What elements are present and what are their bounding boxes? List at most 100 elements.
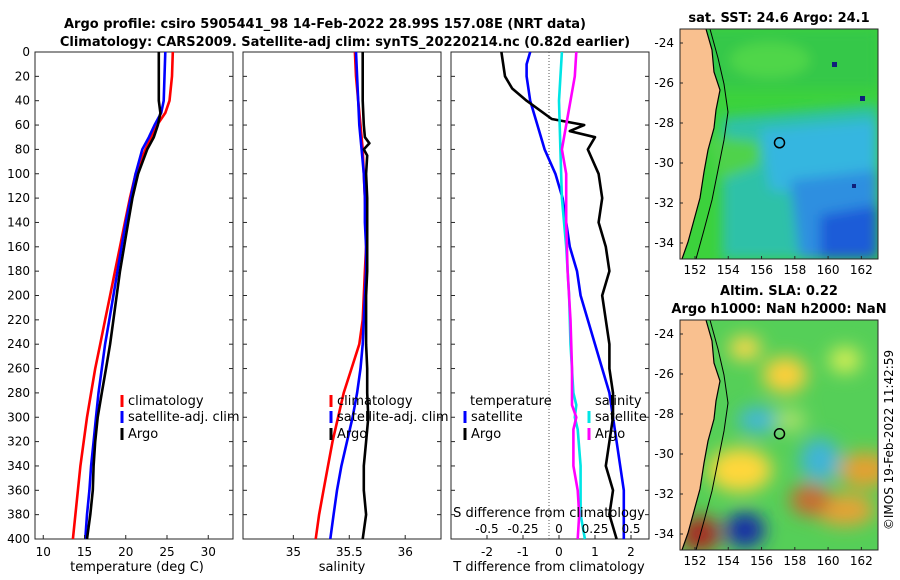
x-tick-label: 0.5 <box>621 522 640 536</box>
x-tick-label: 0 <box>555 522 563 536</box>
map-x-tick-label: 156 <box>750 263 773 277</box>
temperature-xticks: 10 15 20 25 30 <box>36 535 216 559</box>
coastline <box>681 29 721 259</box>
x-tick-label: 20 <box>118 545 133 559</box>
map-y-tick-label: -24 <box>654 36 674 50</box>
map-y-tick-label: -32 <box>654 487 674 501</box>
series-argo <box>85 52 162 540</box>
x-tick-label: 0 <box>555 545 563 559</box>
legend-label-temp-satellite: satellite <box>471 410 523 425</box>
y-tick-label: 240 <box>7 337 30 351</box>
australia-landmass <box>680 29 720 259</box>
y-tick-label: 280 <box>7 386 30 400</box>
x-tick-label: -0.5 <box>475 522 498 536</box>
legend-label-temp-argo: Argo <box>471 427 501 442</box>
difference-panel: -2 -1 0 1 2 -0.5 -0.25 0 0.25 0.5 T difference f… <box>450 51 650 575</box>
y-tick-label: 160 <box>7 240 30 254</box>
map-x-tick-label: 160 <box>817 263 840 277</box>
temperature-panel: 10 15 20 25 30 0 20 40 60 80 100 120 140 160 180 200 22… <box>7 45 240 575</box>
series-temp-diff-satellite <box>525 51 626 539</box>
x-tick-label: -0.25 <box>507 522 538 536</box>
map-y-tick-label: -28 <box>654 116 674 130</box>
x-tick-label: 36 <box>398 545 413 559</box>
map-y-tick-label: -28 <box>654 407 674 421</box>
y-tick-label: 120 <box>7 191 30 205</box>
x-tick-label: 35.5 <box>336 545 363 559</box>
y-tick-label: 60 <box>15 118 30 132</box>
cloud-pixel <box>832 62 837 67</box>
legend-label-satellite: satellite-adj. clim <box>337 410 449 425</box>
map-y-tick-label: -30 <box>654 447 674 461</box>
legend-label-satellite: satellite-adj. clim <box>128 410 240 425</box>
figure-title-line1: Argo profile: csiro 5905441_98 14-Feb-20… <box>64 17 586 32</box>
map-x-tick-label: 152 <box>684 554 707 568</box>
x-tick-label: 15 <box>77 545 92 559</box>
y-tick-label: 80 <box>15 142 30 156</box>
difference-ytick-marks <box>451 51 649 540</box>
difference-axes-box <box>450 51 650 540</box>
x-tick-label: -2 <box>481 545 493 559</box>
legend-label-argo: Argo <box>337 427 367 442</box>
legend-label-sal-argo: Argo <box>595 427 625 442</box>
y-tick-label: 20 <box>15 69 30 83</box>
x-tick-label: -1 <box>517 545 529 559</box>
argo-position-marker <box>773 428 786 440</box>
argo-position-marker <box>773 137 786 149</box>
legend-label-climatology: climatology <box>128 394 204 409</box>
series-sal-diff-argo <box>560 51 581 540</box>
y-tick-label: 200 <box>7 289 30 303</box>
legend-label-argo: Argo <box>128 427 158 442</box>
x-tick-label: 2 <box>627 545 635 559</box>
salinity-legend: climatology satellite-adj. clim Argo <box>329 394 449 442</box>
x-tick-label: 10 <box>36 545 51 559</box>
map-x-tick-label: 156 <box>750 554 773 568</box>
y-tick-label: 400 <box>7 532 30 546</box>
temperature-legend: climatology satellite-adj. clim Argo <box>120 394 240 442</box>
temperature-axes-box <box>34 51 234 540</box>
y-tick-label: 180 <box>7 264 30 278</box>
salinity-panel: 35 35.5 36 salinity climatology satellite-… <box>242 51 449 575</box>
legend-title-temperature: temperature <box>470 394 552 409</box>
sla-map-yticks: -24 -26 -28 -30 -32 -34 <box>654 327 683 541</box>
map-y-tick-label: -26 <box>654 76 674 90</box>
map-x-tick-label: 154 <box>717 554 740 568</box>
legend-label-sal-satellite: satellite <box>595 410 647 425</box>
y-tick-label: 40 <box>15 94 30 108</box>
difference-series-group <box>500 51 626 540</box>
x-tick-label: 25 <box>159 545 174 559</box>
temperature-diff-xlabel: T difference from climatology <box>452 560 645 575</box>
series-argo <box>361 52 371 540</box>
shelf-contour <box>695 320 729 550</box>
temperature-xlabel: temperature (deg C) <box>70 560 204 575</box>
y-tick-label: 320 <box>7 435 30 449</box>
shelf-contour <box>695 29 729 259</box>
y-tick-label: 340 <box>7 459 30 473</box>
figure-title-line2: Climatology: CARS2009. Satellite-adj cli… <box>60 35 630 50</box>
x-tick-label: 0.25 <box>582 522 609 536</box>
map-y-tick-label: -34 <box>654 527 674 541</box>
sla-map-xticks: 152 154 156 158 160 162 <box>684 547 873 568</box>
salinity-diff-xticks: -0.5 -0.25 0 0.25 0.5 <box>475 522 641 539</box>
depth-yticks: 0 20 40 60 80 100 120 140 160 180 200 220 240 260 280 3… <box>7 45 233 546</box>
y-tick-label: 260 <box>7 362 30 376</box>
map-x-tick-label: 162 <box>850 554 873 568</box>
x-tick-label: 35 <box>286 545 301 559</box>
difference-legend: temperature satellite Argo salinity sate… <box>463 394 647 442</box>
legend-title-salinity: salinity <box>595 394 642 409</box>
cloud-pixel <box>860 96 865 101</box>
sst-map-yticks: -24 -26 -28 -30 -32 -34 <box>654 36 683 250</box>
map-x-tick-label: 160 <box>817 554 840 568</box>
y-tick-label: 380 <box>7 508 30 522</box>
sla-map-subtitle: Argo h1000: NaN h2000: NaN <box>671 302 886 317</box>
sst-field <box>680 29 878 259</box>
salinity-diff-xlabel: S difference from climatology <box>453 506 645 521</box>
map-y-tick-label: -26 <box>654 367 674 381</box>
x-tick-label: 1 <box>591 545 599 559</box>
map-x-tick-label: 158 <box>783 554 806 568</box>
y-tick-label: 100 <box>7 167 30 181</box>
map-y-tick-label: -30 <box>654 156 674 170</box>
sst-map-title: sat. SST: 24.6 Argo: 24.1 <box>688 11 869 26</box>
y-tick-label: 0 <box>22 45 30 59</box>
australia-landmass <box>680 320 720 550</box>
